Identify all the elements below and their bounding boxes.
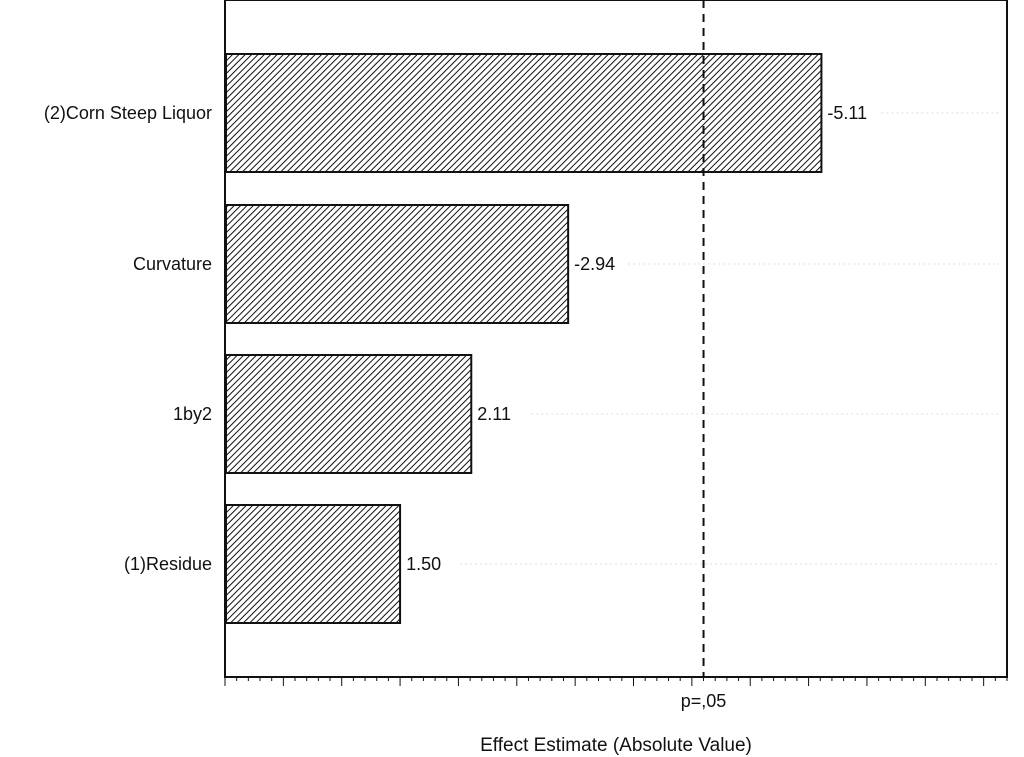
bar (225, 204, 570, 324)
plot-frame (224, 0, 1008, 678)
category-label: 1by2 (173, 404, 212, 424)
value-label: 1.50 (406, 554, 441, 574)
x-axis-ticks (224, 677, 1008, 686)
value-label: -2.94 (574, 254, 615, 274)
bar (225, 354, 473, 474)
value-label: -5.11 (827, 103, 867, 123)
bar (225, 504, 402, 624)
x-axis-title: Effect Estimate (Absolute Value) (480, 735, 752, 756)
gridlines (460, 112, 999, 565)
significance-label: p=,05 (681, 691, 727, 711)
category-label: (2)Corn Steep Liquor (44, 103, 212, 123)
value-label: 2.11 (477, 404, 511, 424)
category-label: Curvature (133, 254, 212, 274)
bar (225, 53, 823, 173)
category-labels: (2)Corn Steep Liquor Curvature 1by2 (1)Resi… (44, 103, 212, 574)
category-label: (1)Residue (124, 554, 212, 574)
value-labels: -5.11 -2.94 2.11 1.50 (406, 103, 867, 574)
bars (225, 53, 823, 624)
